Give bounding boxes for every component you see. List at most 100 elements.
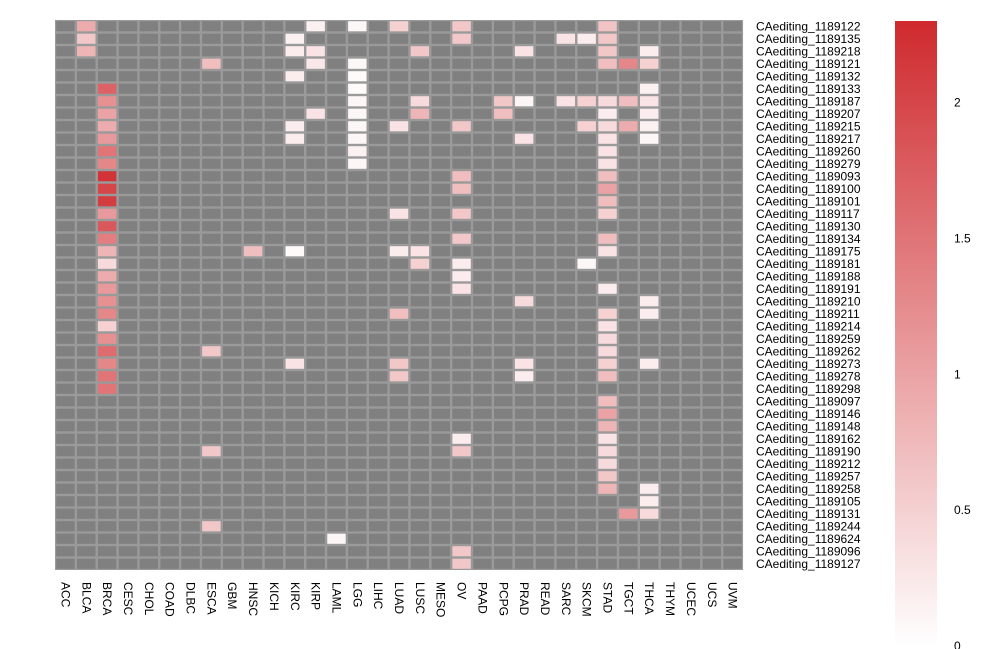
heatmap-cell bbox=[118, 83, 138, 94]
heatmap-cell bbox=[389, 208, 409, 219]
heatmap-cell bbox=[452, 383, 471, 394]
heatmap-cell bbox=[535, 308, 555, 319]
heatmap-cell bbox=[223, 258, 242, 269]
heatmap-cell bbox=[97, 496, 117, 507]
row-label: CAediting_1189132 bbox=[756, 69, 861, 83]
heatmap-cell bbox=[619, 58, 638, 69]
heatmap-cell bbox=[640, 21, 659, 32]
heatmap-cell bbox=[56, 208, 75, 219]
heatmap-cell bbox=[368, 71, 388, 82]
heatmap-cell bbox=[577, 258, 596, 269]
heatmap-cell bbox=[97, 546, 117, 557]
column-label: UCS bbox=[705, 582, 719, 607]
heatmap-cell bbox=[285, 546, 304, 557]
heatmap-cell bbox=[264, 246, 284, 257]
heatmap-cell bbox=[77, 283, 96, 294]
heatmap-cell bbox=[202, 483, 221, 494]
heatmap-cell bbox=[139, 333, 159, 344]
heatmap-cell bbox=[327, 521, 346, 532]
heatmap-cell bbox=[368, 208, 388, 219]
heatmap-cell bbox=[118, 221, 138, 232]
heatmap-cell bbox=[473, 21, 492, 32]
heatmap-cell bbox=[327, 71, 346, 82]
heatmap-cell bbox=[660, 308, 680, 319]
heatmap-cell bbox=[139, 483, 159, 494]
heatmap-cell bbox=[535, 21, 555, 32]
heatmap-cell bbox=[681, 133, 701, 144]
heatmap-cell bbox=[556, 371, 576, 382]
heatmap-cell bbox=[202, 121, 221, 132]
heatmap-cell bbox=[181, 296, 200, 307]
heatmap-cell bbox=[431, 296, 450, 307]
heatmap-cell bbox=[118, 558, 138, 569]
column-label: GBM bbox=[225, 582, 239, 609]
heatmap-cell bbox=[452, 521, 471, 532]
column-label: UVM bbox=[726, 582, 740, 609]
heatmap-cell bbox=[640, 433, 659, 444]
heatmap-cell bbox=[452, 371, 471, 382]
heatmap-cell bbox=[327, 383, 346, 394]
heatmap-cell bbox=[139, 71, 159, 82]
heatmap-cell bbox=[118, 496, 138, 507]
heatmap-cell bbox=[514, 146, 534, 157]
heatmap-cell bbox=[348, 196, 367, 207]
heatmap-cell bbox=[202, 21, 221, 32]
heatmap-cell bbox=[494, 183, 513, 194]
heatmap-cell bbox=[77, 183, 96, 194]
heatmap-cell bbox=[160, 271, 179, 282]
heatmap-cell bbox=[264, 471, 284, 482]
heatmap-cell bbox=[410, 321, 430, 332]
heatmap-cell bbox=[160, 58, 179, 69]
heatmap-cell bbox=[368, 333, 388, 344]
heatmap-cell bbox=[306, 233, 325, 244]
heatmap-cell bbox=[181, 458, 200, 469]
heatmap-cell bbox=[97, 283, 117, 294]
heatmap-cell bbox=[348, 246, 367, 257]
column-label: THYM bbox=[663, 582, 677, 616]
heatmap-cell bbox=[473, 383, 492, 394]
heatmap-cell bbox=[56, 196, 75, 207]
heatmap-cell bbox=[181, 133, 200, 144]
heatmap-cell bbox=[452, 421, 471, 432]
heatmap-cell bbox=[181, 58, 200, 69]
heatmap-cell bbox=[556, 521, 576, 532]
heatmap-cell bbox=[514, 333, 534, 344]
heatmap-cell bbox=[139, 558, 159, 569]
heatmap-cell bbox=[264, 271, 284, 282]
heatmap-cell bbox=[181, 208, 200, 219]
heatmap-cell bbox=[431, 321, 450, 332]
heatmap-cell bbox=[514, 33, 534, 44]
heatmap-cell bbox=[660, 121, 680, 132]
heatmap-cell bbox=[556, 246, 576, 257]
heatmap-cell bbox=[431, 196, 450, 207]
heatmap-cell bbox=[431, 358, 450, 369]
heatmap-cell bbox=[681, 96, 701, 107]
row-label: CAediting_1189624 bbox=[756, 532, 861, 546]
heatmap-cell bbox=[202, 446, 221, 457]
heatmap-cell bbox=[473, 108, 492, 119]
heatmap-cell bbox=[160, 33, 179, 44]
heatmap-cell bbox=[118, 408, 138, 419]
heatmap-cell bbox=[285, 321, 304, 332]
heatmap-cell bbox=[619, 171, 638, 182]
heatmap-cell bbox=[77, 308, 96, 319]
heatmap-cell bbox=[494, 558, 513, 569]
heatmap-cell bbox=[598, 183, 617, 194]
row-label: CAediting_1189218 bbox=[756, 44, 861, 58]
heatmap-cell bbox=[514, 446, 534, 457]
heatmap-cell bbox=[160, 146, 179, 157]
row-label: CAediting_1189257 bbox=[756, 469, 861, 483]
heatmap-cell bbox=[598, 58, 617, 69]
row-label: CAediting_1189262 bbox=[756, 344, 861, 358]
heatmap-cell bbox=[285, 46, 304, 57]
heatmap-cell bbox=[223, 46, 242, 57]
heatmap-cell bbox=[368, 33, 388, 44]
heatmap-cell bbox=[410, 96, 430, 107]
heatmap-cell bbox=[473, 496, 492, 507]
heatmap-cell bbox=[598, 358, 617, 369]
heatmap-cell bbox=[327, 346, 346, 357]
heatmap-cell bbox=[473, 483, 492, 494]
heatmap-cell bbox=[56, 46, 75, 57]
heatmap-cell bbox=[660, 196, 680, 207]
heatmap-cell bbox=[139, 421, 159, 432]
